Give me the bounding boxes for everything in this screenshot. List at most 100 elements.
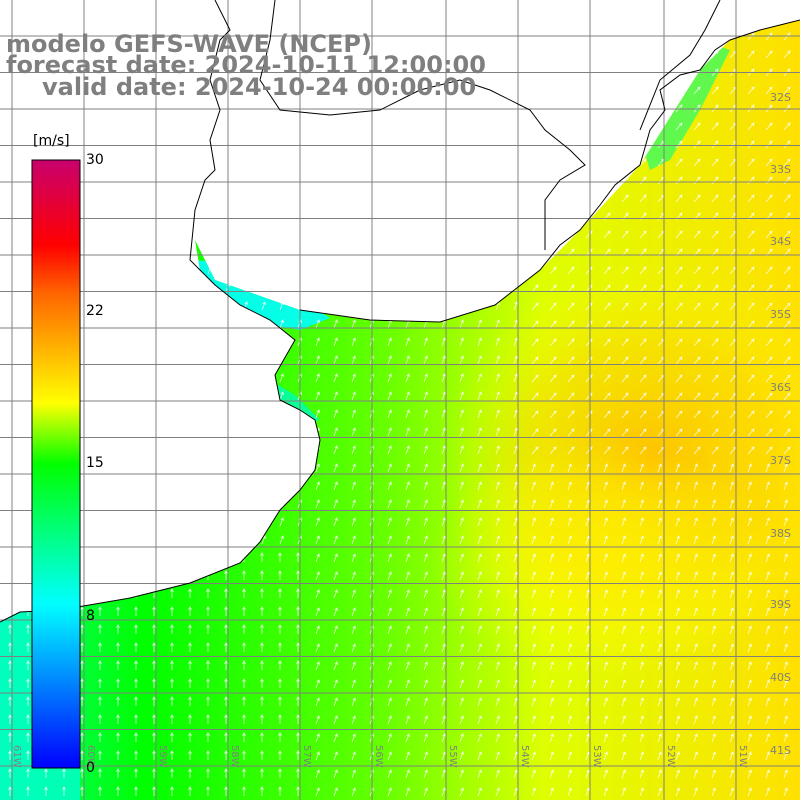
wind-arrow — [459, 373, 464, 383]
wind-arrow — [495, 679, 500, 689]
wind-arrow — [567, 697, 572, 707]
wind-arrow — [639, 428, 647, 437]
wind-arrow — [477, 409, 482, 419]
wind-arrow — [441, 535, 446, 545]
wind-arrow — [783, 499, 788, 509]
wind-arrow — [405, 625, 410, 635]
wind-arrow — [242, 606, 246, 616]
wind-arrow — [729, 517, 734, 527]
wind-arrow — [621, 481, 626, 491]
wind-arrow — [242, 660, 246, 670]
wind-arrow — [495, 733, 500, 743]
wind-arrow — [477, 445, 482, 455]
wind-arrow — [387, 751, 392, 761]
wind-arrow — [549, 625, 554, 635]
wind-arrow — [224, 678, 228, 688]
lon-label: 53W — [591, 745, 602, 768]
wind-arrow — [675, 751, 680, 761]
wind-arrow — [783, 733, 788, 743]
wind-arrow — [765, 194, 773, 203]
wind-arrow — [477, 607, 482, 617]
wind-arrow — [423, 355, 428, 365]
wind-arrow — [441, 427, 446, 437]
wind-arrow — [675, 697, 680, 707]
wind-arrow — [8, 696, 12, 706]
wind-arrow — [783, 320, 791, 329]
wind-arrow — [459, 463, 464, 473]
wind-arrow — [531, 571, 536, 581]
wind-arrow — [315, 391, 320, 401]
wind-arrow — [765, 715, 770, 725]
wind-arrow — [152, 768, 156, 778]
wind-arrow — [783, 715, 788, 725]
wind-arrow — [747, 140, 755, 149]
wind-arrow — [765, 302, 773, 311]
wind-arrow — [459, 445, 464, 455]
wind-arrow — [188, 588, 192, 598]
wind-arrow — [639, 571, 644, 581]
wind-arrow — [423, 679, 428, 689]
wind-arrow — [783, 446, 791, 455]
wind-arrow — [693, 266, 701, 275]
wind-arrow — [405, 661, 410, 671]
wind-arrow — [711, 266, 719, 275]
wind-arrow — [729, 661, 734, 671]
wind-arrow — [170, 750, 174, 760]
wind-arrow — [711, 769, 716, 779]
wind-arrow — [495, 409, 500, 419]
wind-arrow — [639, 356, 647, 365]
wind-arrow — [387, 463, 392, 473]
wind-arrow — [278, 642, 282, 652]
wind-arrow — [459, 499, 464, 509]
wind-arrow — [296, 786, 300, 796]
wind-arrow — [747, 679, 752, 689]
wind-arrow — [747, 607, 752, 617]
wind-arrow — [621, 338, 629, 347]
wind-arrow — [675, 176, 683, 185]
wind-arrow — [279, 535, 284, 545]
wind-arrow — [333, 715, 338, 725]
wind-arrow — [459, 553, 464, 563]
wind-arrow — [549, 481, 554, 491]
wind-arrow — [639, 625, 644, 635]
wind-arrow — [170, 768, 174, 778]
wind-arrow — [603, 320, 611, 329]
wind-arrow — [351, 535, 356, 545]
wind-arrow — [531, 535, 536, 545]
wind-arrow — [351, 589, 356, 599]
wind-arrow — [441, 769, 446, 779]
wind-arrow — [747, 266, 755, 275]
wind-arrow — [783, 787, 788, 797]
wind-arrow — [675, 589, 680, 599]
wind-arrow — [783, 302, 791, 311]
wind-arrow — [80, 678, 84, 688]
wind-arrow — [80, 786, 84, 796]
wind-arrow — [333, 445, 338, 455]
wind-arrow — [585, 697, 590, 707]
wind-arrow — [531, 446, 539, 455]
colorbar — [31, 159, 81, 769]
wind-arrow — [80, 750, 84, 760]
wind-arrow — [405, 409, 410, 419]
wind-arrow — [459, 571, 464, 581]
wind-arrow — [423, 535, 428, 545]
wind-arrow — [98, 606, 102, 616]
wind-arrow — [423, 481, 428, 491]
lat-label: 41S — [770, 744, 791, 757]
lat-label: 32S — [770, 91, 791, 104]
wind-arrow — [387, 571, 392, 581]
wind-arrow — [747, 643, 752, 653]
wind-arrow — [603, 733, 608, 743]
wind-arrow — [675, 535, 680, 545]
wind-arrow — [495, 769, 500, 779]
lon-label: 52W — [665, 745, 676, 768]
wind-arrow — [567, 769, 572, 779]
wind-arrow — [765, 553, 770, 563]
wind-arrow — [260, 588, 264, 598]
wind-arrow — [657, 553, 662, 563]
wind-arrow — [405, 553, 410, 563]
wind-arrow — [80, 624, 84, 634]
wind-arrow — [603, 553, 608, 563]
wind-arrow — [765, 428, 773, 437]
wind-arrow — [531, 392, 539, 401]
